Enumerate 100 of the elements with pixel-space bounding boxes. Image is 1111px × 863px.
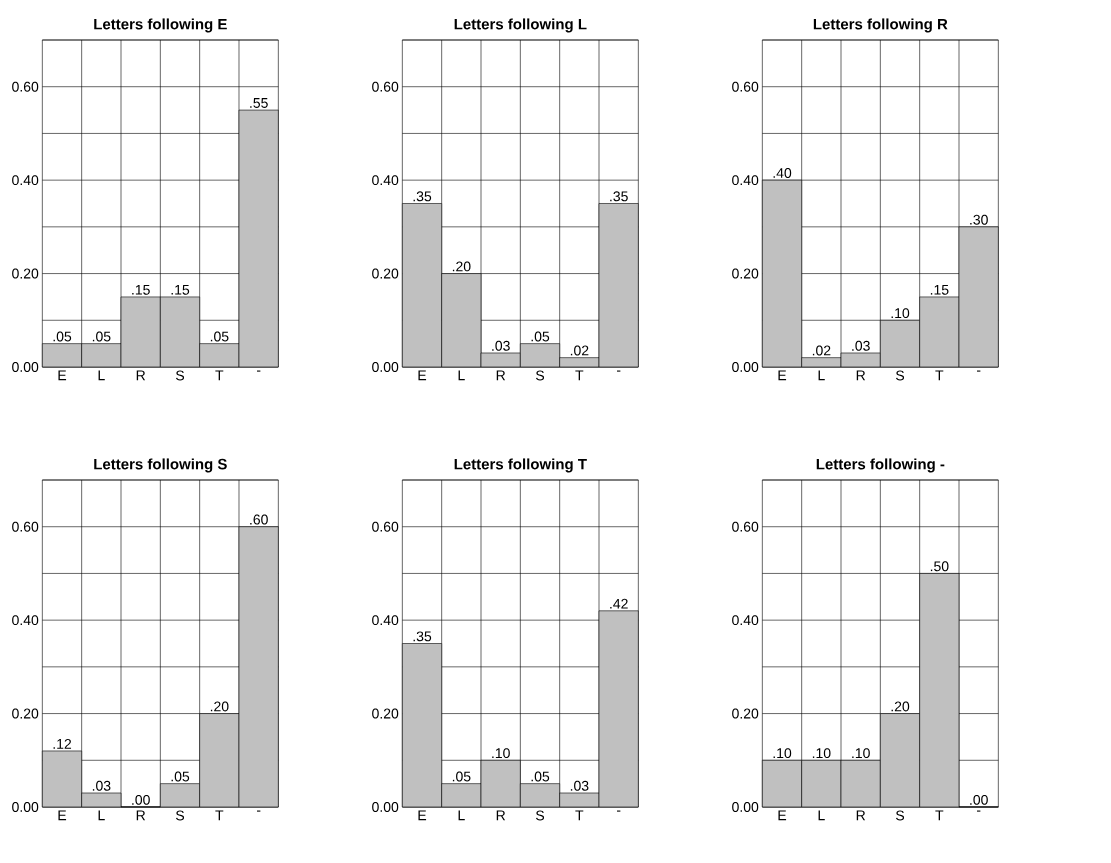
y-tick-label: 0.20 xyxy=(12,268,39,279)
x-tick-label: L xyxy=(818,810,825,821)
y-tick-label: 0.40 xyxy=(732,175,759,186)
y-tick-label: 0.20 xyxy=(372,268,399,279)
y-tick-label: 0.20 xyxy=(12,708,39,719)
data-label: .35 xyxy=(413,191,432,202)
x-tick-label: L xyxy=(458,370,465,381)
x-tick-label: R xyxy=(856,810,866,821)
data-label: .60 xyxy=(250,514,268,525)
x-tick-label: - xyxy=(256,370,261,372)
x-tick-label: L xyxy=(98,810,105,821)
data-label: .00 xyxy=(970,794,988,805)
data-label: .05 xyxy=(53,331,72,342)
data-label: .03 xyxy=(852,340,870,351)
x-tick-label: L xyxy=(98,370,105,381)
x-tick-label: R xyxy=(136,810,146,821)
y-tick-label: 0.60 xyxy=(372,81,399,92)
y-tick-label: 0.00 xyxy=(372,802,399,812)
x-tick-label: T xyxy=(215,370,224,381)
x-tick-label: - xyxy=(976,810,981,812)
chart-title: Letters following S xyxy=(94,458,227,473)
data-label: .05 xyxy=(531,331,550,342)
x-tick-label: E xyxy=(778,810,787,821)
y-tick-label: 0.00 xyxy=(732,802,759,812)
y-tick-label: 0.00 xyxy=(12,802,39,812)
data-label: .20 xyxy=(891,701,910,712)
y-tick-label: 0.20 xyxy=(372,708,399,719)
y-tick-label: 0.40 xyxy=(372,175,399,186)
data-label: .05 xyxy=(210,331,229,342)
y-tick-label: 0.20 xyxy=(732,268,759,279)
x-tick-label: S xyxy=(895,370,905,381)
x-tick-label: T xyxy=(575,370,584,381)
x-tick-label: T xyxy=(935,810,944,821)
x-tick-label: R xyxy=(856,370,866,381)
data-label: .15 xyxy=(930,284,949,295)
data-label: .40 xyxy=(773,168,792,178)
x-tick-label: T xyxy=(935,370,944,381)
data-label: .42 xyxy=(610,598,628,609)
data-label: .02 xyxy=(570,345,589,356)
data-label: .35 xyxy=(413,631,432,642)
data-label: .10 xyxy=(891,308,910,319)
x-tick-label: T xyxy=(575,810,584,821)
chart-title: Letters following - xyxy=(816,458,945,473)
data-label: .20 xyxy=(452,261,471,272)
x-tick-label: R xyxy=(496,370,506,381)
data-label: .30 xyxy=(970,214,988,225)
data-label: .35 xyxy=(610,191,628,202)
y-tick-label: 0.20 xyxy=(732,708,759,719)
y-tick-label: 0.60 xyxy=(372,521,399,532)
x-tick-label: E xyxy=(58,810,67,821)
x-tick-label: E xyxy=(58,370,67,381)
data-label: .50 xyxy=(930,561,949,572)
x-tick-label: L xyxy=(458,810,465,821)
y-tick-label: 0.00 xyxy=(732,362,759,372)
x-tick-label: S xyxy=(535,810,545,821)
y-tick-label: 0.00 xyxy=(372,362,399,372)
y-tick-label: 0.60 xyxy=(12,521,39,532)
data-label: .10 xyxy=(773,748,792,759)
x-tick-label: S xyxy=(175,370,185,381)
x-tick-label: R xyxy=(496,810,506,821)
data-label: .55 xyxy=(250,98,268,108)
x-tick-label: E xyxy=(418,810,427,821)
y-tick-label: 0.40 xyxy=(12,615,39,626)
data-label: .12 xyxy=(53,738,72,749)
chart-title: Letters following L xyxy=(454,18,587,33)
y-tick-label: 0.60 xyxy=(732,521,759,532)
data-label: .10 xyxy=(852,748,870,759)
data-label: .10 xyxy=(812,748,831,759)
x-tick-label: S xyxy=(175,810,185,821)
data-label: .20 xyxy=(210,701,229,712)
data-label: .10 xyxy=(492,748,510,759)
x-tick-label: E xyxy=(778,370,787,381)
x-tick-label: - xyxy=(976,370,981,372)
y-tick-label: 0.40 xyxy=(732,615,759,626)
x-tick-label: S xyxy=(535,370,545,381)
x-tick-label: - xyxy=(616,810,621,812)
chart-title: Letters following E xyxy=(94,18,227,33)
chart-title: Letters following R xyxy=(813,18,948,33)
x-tick-label: T xyxy=(215,810,224,821)
data-label: .05 xyxy=(171,771,190,782)
y-tick-label: 0.40 xyxy=(372,615,399,626)
data-label: .05 xyxy=(531,771,550,782)
x-tick-label: L xyxy=(818,370,825,381)
data-label: .05 xyxy=(452,771,471,782)
data-label: .15 xyxy=(171,284,190,295)
x-tick-label: R xyxy=(136,370,146,381)
y-tick-label: 0.40 xyxy=(12,175,39,186)
chart-title: Letters following T xyxy=(454,458,587,473)
x-tick-label: S xyxy=(895,810,905,821)
data-label: .03 xyxy=(492,340,510,351)
data-label: .15 xyxy=(132,284,150,295)
y-tick-label: 0.00 xyxy=(12,362,39,372)
x-tick-label: - xyxy=(256,810,261,812)
data-label: .02 xyxy=(812,345,831,356)
data-label: .03 xyxy=(570,780,589,791)
data-label: .00 xyxy=(132,794,150,805)
x-tick-label: - xyxy=(616,370,621,372)
y-tick-label: 0.60 xyxy=(12,81,39,92)
x-tick-label: E xyxy=(418,370,427,381)
data-label: .03 xyxy=(92,780,111,791)
